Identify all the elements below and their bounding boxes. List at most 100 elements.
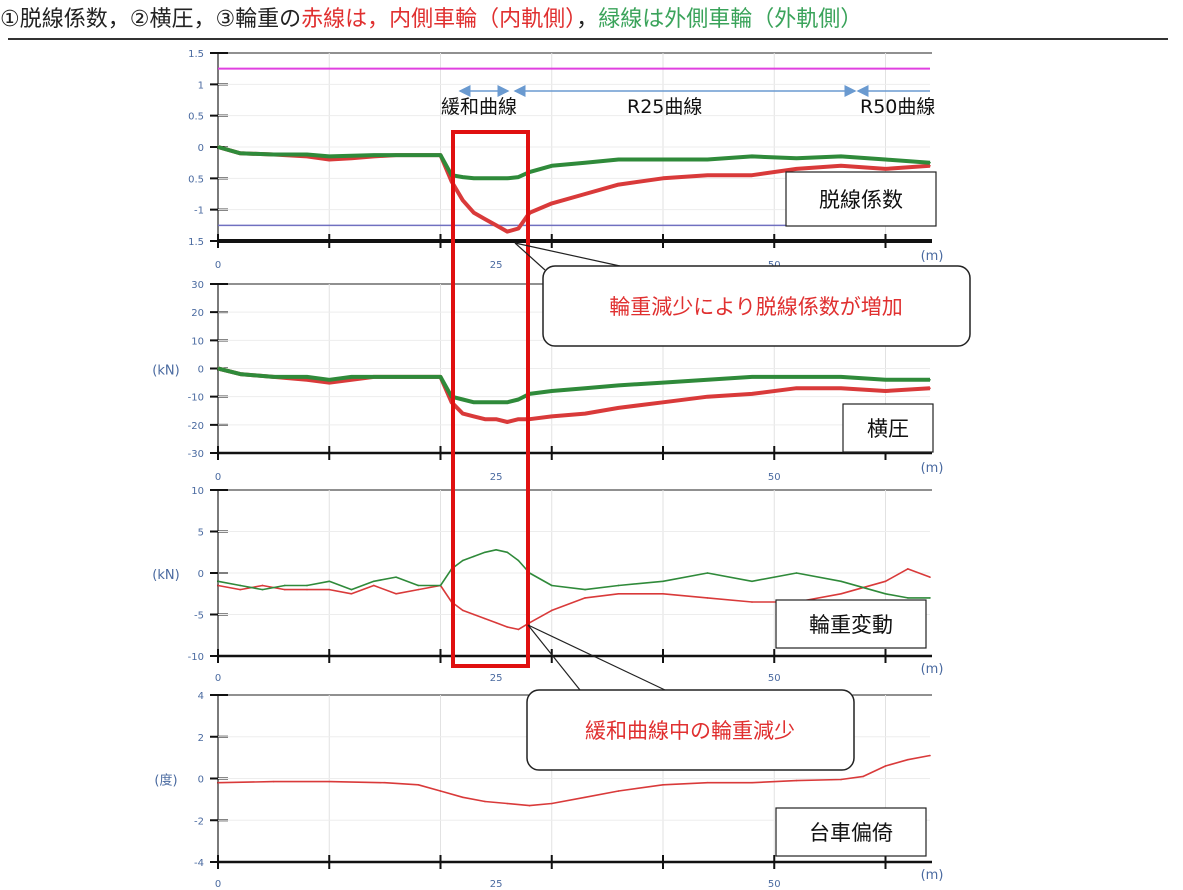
panel-2-point-outer_wheel: [706, 572, 709, 574]
panel-0-ytick-label: 0.5: [188, 174, 204, 185]
panel-1-point-outer_wheel: [506, 401, 509, 404]
panel-0-xunit: (m): [921, 249, 944, 264]
panel-0-point-outer_wheel: [372, 154, 375, 156]
panel-1-point-outer_wheel: [395, 376, 397, 378]
panel-1-point-inner_wheel: [461, 412, 464, 415]
panel-3-xunit: (m): [921, 868, 944, 883]
panel-1-point-outer_wheel: [328, 378, 331, 381]
panel-2-point-outer_wheel: [506, 551, 509, 554]
panel-2-xunit: (m): [921, 662, 944, 677]
panel-2-xtick-label: 25: [490, 673, 503, 684]
callout-top-box: [542, 265, 971, 347]
panel-2-point-inner_wheel: [706, 597, 709, 599]
panel-2-point-outer_wheel: [372, 580, 375, 583]
panel-0-point-outer_wheel: [217, 146, 219, 148]
panel-2-point-outer_wheel: [261, 588, 264, 591]
header-text-separator: ，: [576, 7, 599, 32]
panel-3-title-box: [775, 807, 927, 857]
panel-0-point-inner_wheel: [517, 227, 520, 230]
panel-2-point-inner_wheel: [306, 588, 308, 591]
panel-0-point-inner_wheel: [495, 224, 497, 227]
panel-1-point-inner_wheel: [350, 378, 353, 381]
panel-2-point-outer_wheel: [395, 576, 397, 578]
panel-3-point-inner_wheel: [906, 758, 909, 761]
panel-1-ytick-label: 30: [191, 280, 204, 291]
panel-3-ytick-label: -2: [194, 816, 204, 827]
panel-2-point-outer_wheel: [662, 580, 664, 583]
panel-2-point-outer_wheel: [795, 572, 798, 574]
panel-3-point-inner_wheel: [862, 775, 865, 778]
panel-3-point-inner_wheel: [840, 778, 842, 781]
r50-section-label: R50曲線: [860, 96, 935, 118]
panel-0-point-outer_wheel: [884, 158, 887, 161]
panel-2-point-outer_wheel: [495, 548, 497, 551]
panel-2-title-box: [775, 599, 927, 649]
panel-1-point-outer_wheel: [495, 401, 497, 404]
panel-3-point-inner_wheel: [795, 779, 798, 782]
panel-3-point-inner_wheel: [439, 790, 442, 792]
panel-1-point-inner_wheel: [550, 415, 553, 418]
panel-1-ytick-label: 0: [198, 365, 204, 376]
panel-3-point-inner_wheel: [417, 783, 420, 786]
panel-0-point-inner_wheel: [328, 158, 331, 161]
panel-2-point-inner_wheel: [495, 622, 497, 624]
panel-3-ylabel: (度): [154, 773, 177, 789]
panel-1-point-outer_wheel: [795, 376, 798, 378]
panel-3-xtick-label: 0: [215, 879, 221, 890]
panel-2-point-outer_wheel: [473, 555, 475, 558]
chart-header: ①脱線係数，②横圧，③輪重の赤線は，内側車輪（内軌側），緑線は外側車輪（外軌側）: [0, 0, 1183, 40]
panel-0-point-outer_wheel: [840, 155, 842, 158]
panel-3-point-inner_wheel: [217, 781, 219, 784]
panel-0-point-inner_wheel: [484, 218, 486, 220]
panel-0-ytick-label: 1.5: [188, 237, 204, 248]
panel-2-point-inner_wheel: [550, 609, 553, 612]
panel-0-ytick-label: 0.5: [188, 112, 204, 123]
panel-1-point-outer_wheel: [272, 376, 275, 378]
panel-1-xunit: (m): [921, 461, 944, 476]
panel-2-point-outer_wheel: [484, 551, 486, 554]
panel-0-series-inner_wheel: [217, 145, 931, 234]
panel-0-point-outer_wheel: [239, 152, 242, 155]
panel-3-xtick-label: 50: [768, 879, 781, 890]
panel-0-title: 脱線係数: [819, 188, 903, 212]
panel-0-point-inner_wheel: [662, 177, 664, 180]
panel-2-point-inner_wheel: [217, 584, 219, 587]
panel-1-point-inner_wheel: [662, 401, 664, 404]
panel-0-point-outer_wheel: [473, 177, 475, 180]
panel-1-point-outer_wheel: [517, 398, 520, 401]
panel-0-point-inner_wheel: [929, 165, 931, 167]
panel-1-point-outer_wheel: [306, 376, 308, 378]
panel-1-point-outer_wheel: [372, 376, 375, 378]
callout-bottom-pointer-a: [527, 624, 581, 691]
header-text-items: ①脱線係数，②横圧，③輪重の: [0, 7, 302, 32]
panel-0-point-inner_wheel: [617, 183, 620, 186]
panel-2-point-inner_wheel: [239, 588, 242, 591]
panel-1-point-outer_wheel: [840, 376, 842, 378]
panel-1-xtick-label: 50: [768, 472, 781, 483]
panel-1-point-inner_wheel: [584, 412, 586, 415]
panel-0-point-outer_wheel: [617, 158, 620, 161]
panel-3-point-inner_wheel: [272, 780, 275, 783]
panel-1-point-outer_wheel: [473, 401, 475, 404]
panel-0-point-inner_wheel: [840, 165, 842, 167]
panel-2-point-inner_wheel: [840, 592, 842, 595]
panel-2-point-outer_wheel: [751, 580, 753, 583]
panel-0-ytick-label: -1: [194, 206, 204, 217]
panel-2-point-outer_wheel: [617, 584, 620, 587]
panel-0-point-outer_wheel: [328, 155, 331, 158]
panel-2-point-outer_wheel: [906, 597, 909, 599]
panel-0-point-outer_wheel: [550, 165, 553, 167]
panel-2-point-outer_wheel: [306, 584, 308, 587]
panel-2-point-outer_wheel: [840, 580, 842, 583]
panel-1-point-inner_wheel: [328, 381, 331, 384]
panel-2-point-outer_wheel: [283, 584, 286, 587]
panel-1-point-inner_wheel: [306, 378, 308, 381]
panel-3-point-inner_wheel: [617, 790, 620, 792]
panel-0-point-inner_wheel: [506, 230, 509, 233]
panel-2-ylabel: (kN): [152, 568, 179, 583]
panel-3-series-inner_wheel: [217, 754, 931, 807]
callout-top-text: 輪重減少により脱線係数が増加: [609, 295, 903, 319]
header-text-outer-wheel: 緑線は外側車輪（外軌側）: [598, 7, 863, 32]
panel-2-series-inner_wheel: [217, 568, 931, 631]
